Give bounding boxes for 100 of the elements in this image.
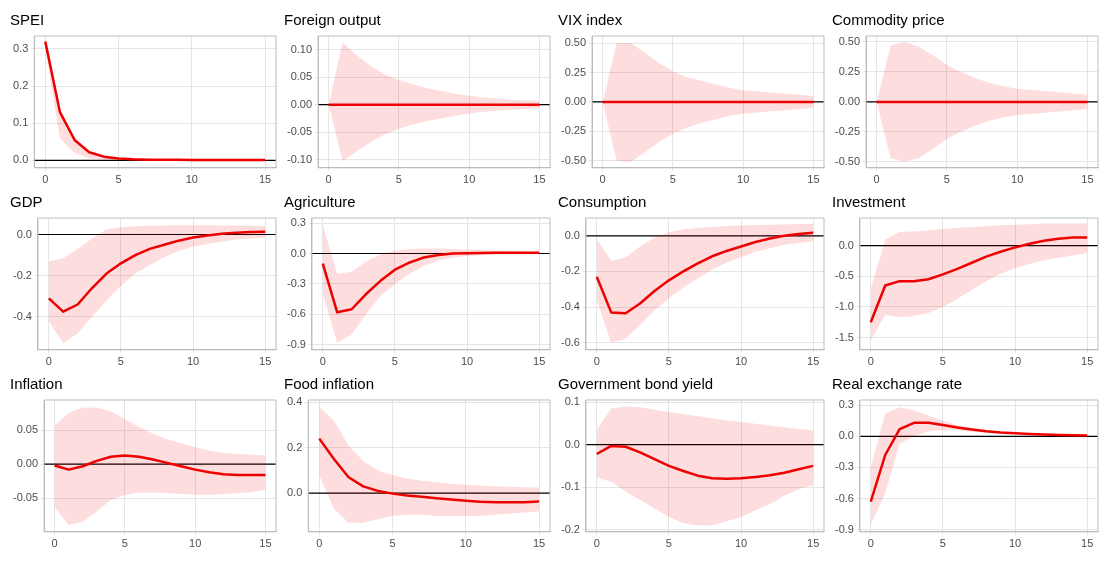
- x-tick-label: 10: [1008, 537, 1022, 550]
- y-tick-label: 0.4: [286, 395, 303, 408]
- chart-title: Food inflation: [284, 375, 375, 393]
- x-tick-label: 15: [1081, 537, 1094, 550]
- y-tick-label: -0.50: [560, 153, 587, 166]
- x-tick-label: 15: [533, 355, 546, 368]
- x-tick-label: 15: [258, 173, 272, 186]
- y-tick-label: -0.2: [560, 522, 580, 535]
- x-tick-label: 0: [316, 537, 323, 550]
- x-tick-label: 15: [807, 173, 820, 186]
- x-tick-label: 0: [593, 537, 600, 550]
- x-tick-label: 10: [1008, 355, 1022, 368]
- x-tick-label: 10: [186, 355, 200, 368]
- x-tick-label: 15: [1081, 173, 1094, 186]
- x-tick-label: 5: [117, 355, 124, 368]
- y-tick-label: -0.2: [560, 264, 580, 277]
- y-tick-label: 0.00: [16, 457, 39, 470]
- x-tick-label: 5: [665, 355, 672, 368]
- chart-title: Real exchange rate: [832, 375, 963, 393]
- chart-title: Government bond yield: [558, 375, 714, 393]
- x-tick-label: 10: [460, 355, 474, 368]
- y-tick-label: 0.2: [286, 440, 303, 453]
- y-tick-label: 0.0: [564, 437, 580, 450]
- y-tick-label: 0.0: [286, 486, 303, 499]
- y-tick-label: 0.25: [564, 65, 587, 78]
- chart-title: GDP: [10, 193, 43, 211]
- y-tick-label: 0.0: [838, 429, 854, 442]
- chart-title: Consumption: [558, 193, 647, 211]
- y-tick-label: 0.3: [838, 398, 854, 411]
- chart-title: VIX index: [558, 11, 623, 29]
- x-tick-label: 10: [463, 173, 476, 186]
- y-tick-label: 0.50: [838, 35, 861, 48]
- x-tick-label: 15: [807, 537, 820, 550]
- x-tick-label: 0: [45, 355, 52, 368]
- x-tick-label: 0: [867, 355, 874, 368]
- y-tick-label: 0.3: [12, 42, 29, 55]
- y-tick-label: -1.5: [834, 330, 854, 343]
- x-tick-label: 5: [389, 537, 396, 550]
- y-tick-label: 0.0: [16, 227, 32, 240]
- y-tick-label: 0.2: [12, 79, 29, 92]
- x-tick-label: 10: [737, 173, 750, 186]
- y-tick-label: -0.10: [286, 152, 313, 165]
- x-tick-label: 10: [459, 537, 472, 550]
- y-tick-label: -0.6: [834, 491, 854, 504]
- x-tick-label: 10: [1011, 173, 1024, 186]
- y-tick-label: -0.5: [834, 269, 854, 282]
- x-tick-label: 15: [1081, 355, 1094, 368]
- y-tick-label: -0.6: [560, 335, 580, 348]
- x-tick-label: 0: [319, 355, 326, 368]
- y-tick-label: 0.3: [290, 216, 306, 229]
- y-tick-label: -0.4: [12, 309, 32, 322]
- x-tick-label: 10: [734, 355, 748, 368]
- x-tick-label: 5: [939, 355, 946, 368]
- x-tick-label: 5: [943, 173, 950, 186]
- y-tick-label: -0.9: [286, 337, 306, 350]
- y-tick-label: 0.1: [12, 116, 29, 129]
- x-tick-label: 15: [533, 173, 546, 186]
- x-tick-label: 5: [665, 537, 672, 550]
- x-tick-label: 5: [391, 355, 398, 368]
- x-tick-label: 5: [121, 537, 128, 550]
- x-tick-label: 0: [42, 173, 49, 186]
- y-tick-label: 0.25: [838, 64, 861, 77]
- x-tick-label: 15: [807, 355, 820, 368]
- y-tick-label: 0.50: [564, 36, 587, 49]
- x-tick-label: 10: [734, 537, 748, 550]
- y-tick-label: 0.00: [564, 94, 587, 107]
- y-tick-label: -0.3: [286, 276, 306, 289]
- x-tick-label: 5: [115, 173, 122, 186]
- y-tick-label: 0.00: [838, 94, 861, 107]
- x-tick-label: 0: [593, 355, 600, 368]
- chart-title: SPEI: [10, 11, 45, 29]
- x-tick-label: 15: [259, 537, 272, 550]
- y-tick-label: 0.1: [564, 395, 580, 408]
- y-tick-label: -0.4: [560, 300, 580, 313]
- y-tick-label: -0.25: [560, 124, 587, 137]
- y-tick-label: 0.0: [564, 228, 580, 241]
- y-tick-label: -0.05: [286, 125, 313, 138]
- y-tick-label: 0.00: [290, 97, 313, 110]
- y-tick-label: 0.0: [290, 246, 306, 259]
- chart-title: Inflation: [10, 375, 63, 393]
- x-tick-label: 5: [395, 173, 402, 186]
- x-tick-label: 10: [185, 173, 198, 186]
- y-tick-label: 0.05: [290, 70, 313, 83]
- y-tick-label: -0.25: [834, 124, 861, 137]
- y-tick-label: 0.10: [290, 42, 313, 55]
- x-tick-label: 0: [51, 537, 58, 550]
- x-tick-label: 5: [939, 537, 946, 550]
- y-tick-label: -0.3: [834, 460, 854, 473]
- x-tick-label: 15: [532, 537, 546, 550]
- y-tick-label: -0.05: [12, 491, 39, 504]
- x-tick-label: 15: [259, 355, 272, 368]
- y-tick-label: 0.0: [12, 153, 29, 166]
- chart-title: Agriculture: [284, 193, 356, 211]
- chart-title: Commodity price: [832, 11, 945, 29]
- y-tick-label: -1.0: [834, 299, 854, 312]
- y-tick-label: 0.0: [838, 238, 854, 251]
- x-tick-label: 0: [873, 173, 880, 186]
- y-tick-label: -0.2: [12, 268, 32, 281]
- x-tick-label: 0: [325, 173, 332, 186]
- y-tick-label: -0.50: [834, 154, 861, 167]
